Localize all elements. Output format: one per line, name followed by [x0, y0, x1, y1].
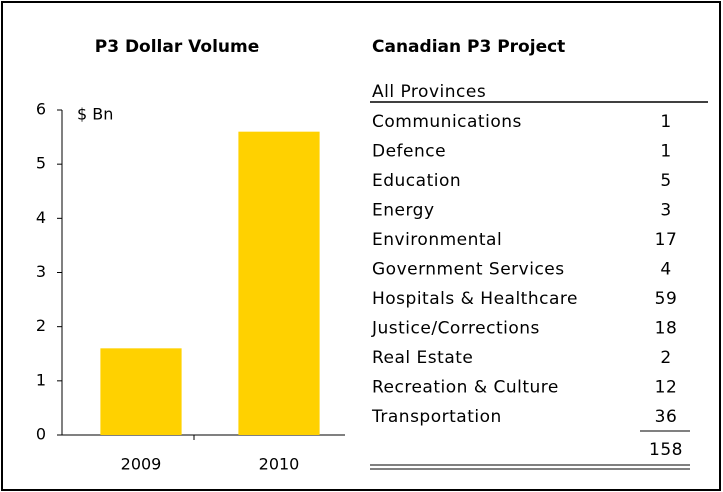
row-label: Real Estate: [372, 348, 473, 368]
row-value: 18: [655, 319, 678, 339]
y-tick-label: 6: [36, 100, 46, 119]
row-label: Energy: [372, 201, 435, 221]
row-label: Justice/Corrections: [371, 319, 540, 339]
row-value: 3: [660, 201, 671, 221]
table-header: All Provinces: [372, 82, 486, 102]
row-label: Transportation: [371, 407, 502, 427]
table-title: Canadian P3 Project: [372, 37, 565, 57]
row-value: 59: [655, 289, 678, 309]
x-tick-label: 2010: [259, 455, 300, 474]
y-tick-label: 5: [36, 154, 46, 173]
y-tick-label: 1: [36, 370, 46, 389]
row-label: Environmental: [372, 230, 502, 250]
row-value: 1: [660, 112, 671, 132]
total: 158: [649, 440, 683, 460]
y-tick-label: 0: [36, 425, 46, 444]
chart-title: P3 Dollar Volume: [95, 37, 260, 57]
row-value: 5: [660, 171, 671, 191]
row-value: 36: [655, 407, 678, 427]
row-label: Communications: [372, 112, 522, 132]
row-value: 1: [660, 142, 671, 162]
row-label: Education: [372, 171, 461, 191]
row-value: 4: [660, 260, 671, 280]
y-tick-label: 2: [36, 316, 46, 335]
row-label: Government Services: [372, 260, 565, 280]
row-value: 12: [655, 378, 678, 398]
y-tick-label: 4: [36, 208, 46, 227]
row-label: Recreation & Culture: [372, 378, 559, 398]
y-tick-label: 3: [36, 262, 46, 281]
bar: [100, 348, 182, 435]
row-label: Defence: [372, 142, 446, 162]
bar: [238, 131, 320, 435]
row-value: 2: [660, 348, 671, 368]
x-tick-label: 2009: [121, 455, 162, 474]
y-axis-label: $ Bn: [77, 105, 113, 124]
row-label: Hospitals & Healthcare: [372, 289, 578, 309]
row-value: 17: [655, 230, 678, 250]
